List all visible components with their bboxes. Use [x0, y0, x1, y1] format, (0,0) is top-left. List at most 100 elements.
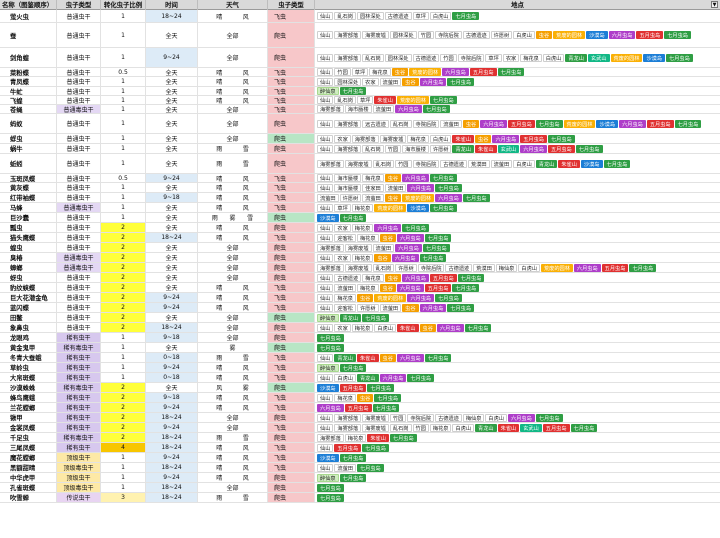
- location-tag[interactable]: 仙山: [317, 273, 334, 282]
- row-type[interactable]: 稀有虫干: [57, 443, 101, 452]
- row-time[interactable]: 18~24: [146, 323, 198, 332]
- location-tag[interactable]: 七月虫岛: [402, 223, 429, 232]
- location-tag[interactable]: 荒废的园林: [610, 53, 643, 62]
- row-ratio[interactable]: 1: [101, 23, 146, 47]
- row-type[interactable]: 稀有虫干: [57, 393, 101, 402]
- row-type[interactable]: 普通虫干: [57, 303, 101, 312]
- location-tag[interactable]: 梅花泉: [334, 393, 356, 402]
- row-ratio[interactable]: 1: [101, 483, 146, 492]
- location-tag[interactable]: 朱雀山: [367, 433, 389, 442]
- location-tag[interactable]: 沙漠岛: [580, 159, 603, 168]
- location-tag[interactable]: 五月虫岛: [334, 443, 362, 452]
- row-type[interactable]: 稀有虫干: [57, 373, 101, 382]
- location-tag[interactable]: 六月虫岛: [520, 144, 547, 153]
- row-type[interactable]: 顶级毒虫干: [57, 483, 101, 492]
- row-locations[interactable]: 海雾部落 海雾废墟 流萤田 六月虫岛 七月虫岛: [315, 243, 720, 252]
- location-tag[interactable]: 沙漠岛: [586, 31, 608, 39]
- location-tag[interactable]: 农家: [502, 53, 520, 62]
- location-tag[interactable]: 流萤田: [379, 303, 402, 312]
- row-time[interactable]: 0~18: [146, 373, 198, 382]
- row-insect-type[interactable]: 爬虫: [268, 343, 315, 352]
- row-ratio[interactable]: 2: [101, 253, 146, 262]
- location-tag[interactable]: 草坪: [356, 96, 374, 104]
- row-ratio[interactable]: 1: [101, 463, 146, 472]
- col-header-name[interactable]: 名称（图鉴顺序）: [0, 0, 57, 10]
- location-tag[interactable]: 五月虫岛: [429, 273, 457, 282]
- location-tag[interactable]: 流萤田: [372, 105, 395, 113]
- row-locations[interactable]: 仙山 梅花泉 虫谷 七月虫岛: [315, 393, 720, 402]
- row-ratio[interactable]: 1: [101, 154, 146, 173]
- location-tag[interactable]: 竹园: [440, 53, 457, 62]
- row-type[interactable]: 稀有虫干: [57, 363, 101, 372]
- location-tag[interactable]: 虫谷: [379, 233, 396, 242]
- row-locations[interactable]: 七月虫岛: [315, 343, 720, 352]
- row-locations[interactable]: 仙山 海雾部落 海雾废墟 竹园 寺院后院 古德遗迹 梅仙泉 白虎山 六月虫岛 七月虫岛: [315, 413, 720, 422]
- location-tag[interactable]: 仙山: [317, 293, 334, 302]
- location-tag[interactable]: 虫谷: [384, 193, 402, 202]
- row-weather[interactable]: 全部: [198, 423, 268, 432]
- row-ratio[interactable]: 2: [101, 313, 146, 322]
- row-type[interactable]: 稀有虫干: [57, 333, 101, 342]
- location-tag[interactable]: 海雾废墟: [379, 134, 407, 143]
- row-name[interactable]: 蚂蚁: [0, 114, 57, 133]
- row-locations[interactable]: 仙山 迎客松 梅花泉 虫谷 六月虫岛 七月虫岛: [315, 233, 720, 242]
- location-tag[interactable]: 七月虫岛: [362, 443, 389, 452]
- location-tag[interactable]: 海雾废墟: [344, 263, 372, 272]
- location-tag[interactable]: 七月虫岛: [535, 413, 563, 422]
- row-ratio[interactable]: 1: [101, 353, 146, 362]
- location-tag[interactable]: 佳家田: [362, 183, 384, 192]
- row-weather[interactable]: 全部: [198, 105, 268, 113]
- location-tag[interactable]: 梅花泉: [356, 233, 379, 242]
- location-tag[interactable]: 白虎山: [429, 134, 452, 143]
- row-ratio[interactable]: 2: [101, 403, 146, 412]
- row-locations[interactable]: 仙山 流萤田 梅花泉 虫谷 六月虫岛 五月虫岛 七月虫岛: [315, 283, 720, 292]
- location-tag[interactable]: 六月虫岛: [379, 373, 407, 382]
- location-tag[interactable]: 六月虫岛: [396, 353, 424, 362]
- row-insect-type[interactable]: 飞虫: [268, 373, 315, 382]
- location-tag[interactable]: 梅花泉: [356, 283, 379, 292]
- location-tag[interactable]: 仙山: [317, 134, 334, 143]
- location-tag[interactable]: 七月虫岛: [535, 119, 563, 128]
- row-insect-type[interactable]: 飞虫: [268, 303, 315, 312]
- location-tag[interactable]: 七月虫岛: [424, 233, 452, 242]
- row-locations[interactable]: 仙山 迎客松 许愿树 流萤田 虫谷 六月虫岛 七月虫岛: [315, 303, 720, 312]
- row-locations[interactable]: 仙山 草坪 梅花泉 荒废的园林 沙漠岛 七月虫岛: [315, 203, 720, 212]
- row-insect-type[interactable]: 爬虫: [268, 433, 315, 442]
- location-tag[interactable]: 青龙山: [535, 159, 558, 168]
- location-tag[interactable]: 仙山: [317, 443, 334, 452]
- row-name[interactable]: 龙眼鸡: [0, 333, 57, 342]
- location-tag[interactable]: 竹园: [334, 68, 351, 76]
- row-time[interactable]: 9~18: [146, 393, 198, 402]
- row-insect-type[interactable]: 飞虫: [268, 233, 315, 242]
- location-tag[interactable]: 七月虫岛: [664, 31, 691, 39]
- location-tag[interactable]: 仙山: [317, 393, 334, 402]
- row-type[interactable]: 普通虫干: [57, 154, 101, 173]
- location-tag[interactable]: 七月虫岛: [422, 105, 450, 113]
- location-tag[interactable]: 许愿树: [339, 193, 362, 202]
- row-weather[interactable]: 风雾: [198, 383, 268, 392]
- location-tag[interactable]: 五月虫岛: [542, 423, 570, 432]
- col-header-time[interactable]: 时间: [146, 0, 198, 10]
- row-name[interactable]: 象鼻虫: [0, 323, 57, 332]
- location-tag[interactable]: 七月虫岛: [429, 174, 457, 182]
- location-tag[interactable]: 虫谷: [402, 77, 419, 86]
- row-insect-type[interactable]: 飞虫: [268, 353, 315, 362]
- location-tag[interactable]: 海雾部落: [317, 263, 344, 272]
- row-locations[interactable]: 流萤田 许愿树 流萤田 虫谷 荒废的园林 六月虫岛 七月虫岛: [315, 193, 720, 202]
- row-weather[interactable]: 雨雪: [198, 433, 268, 442]
- row-time[interactable]: 18~24: [146, 483, 198, 492]
- row-ratio[interactable]: 3: [101, 493, 146, 502]
- location-tag[interactable]: 朱雀山: [356, 353, 379, 362]
- location-tag[interactable]: 海雾部落: [317, 159, 344, 168]
- row-locations[interactable]: 沙漠岛 七月虫岛: [315, 213, 720, 222]
- row-time[interactable]: 全天: [146, 223, 198, 232]
- location-tag[interactable]: 乱石岗: [372, 159, 395, 168]
- location-tag[interactable]: 七月虫岛: [462, 193, 490, 202]
- location-tag[interactable]: 沙漠岛: [596, 119, 619, 128]
- location-tag[interactable]: 虫谷: [391, 68, 409, 76]
- row-time[interactable]: 全天: [146, 154, 198, 173]
- row-time[interactable]: 全天: [146, 105, 198, 113]
- row-locations[interactable]: 海雾部落 海市蜃楼 流萤田 六月虫岛 七月虫岛: [315, 105, 720, 113]
- row-locations[interactable]: 仙山 海市蜃楼 梅花泉 虫谷 六月虫岛 七月虫岛: [315, 174, 720, 182]
- location-tag[interactable]: 六月虫岛: [442, 68, 469, 76]
